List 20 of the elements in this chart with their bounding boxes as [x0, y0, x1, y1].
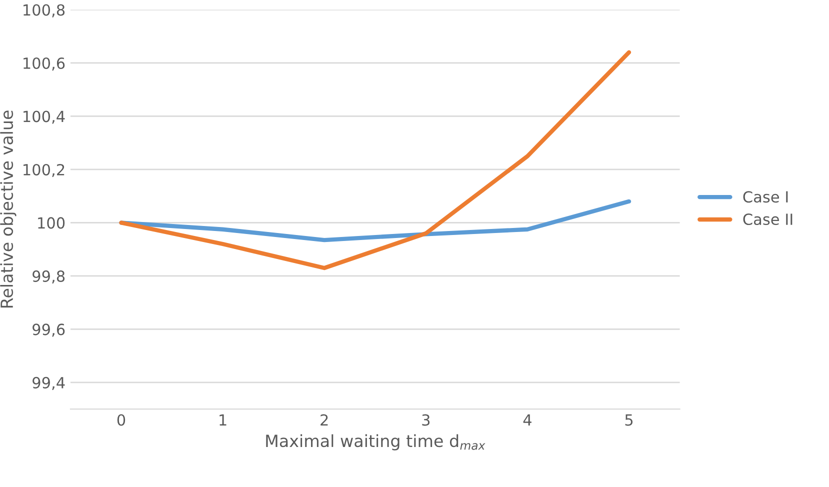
legend-label: Case II: [743, 214, 792, 226]
y-axis-title: Relative objective value: [0, 110, 16, 308]
y-tick-label: 100,8: [24, 4, 65, 18]
x-tick-label: 5: [625, 414, 633, 426]
line-series: [119, 50, 632, 270]
legend-label: Case I: [743, 191, 788, 203]
x-tick-label: 3: [422, 414, 430, 426]
x-tick-label: 4: [523, 414, 532, 426]
y-tick-label: 100,4: [24, 110, 65, 124]
x-axis-title: Maximal waiting time d$_{max}$: [266, 434, 486, 450]
x-tick-label: 2: [320, 414, 328, 426]
y-tick-label: 99,4: [32, 376, 65, 390]
y-tick-label: 99,6: [32, 324, 65, 337]
x-tick-label: 0: [117, 414, 126, 426]
x-tick-label: 1: [220, 414, 226, 426]
y-tick-label: 100,6: [24, 57, 65, 71]
line-series: [119, 199, 632, 242]
y-tick-label: 100,2: [24, 164, 64, 178]
y-tick-label: 99,8: [32, 270, 65, 284]
y-tick-label: 100: [38, 217, 65, 229]
